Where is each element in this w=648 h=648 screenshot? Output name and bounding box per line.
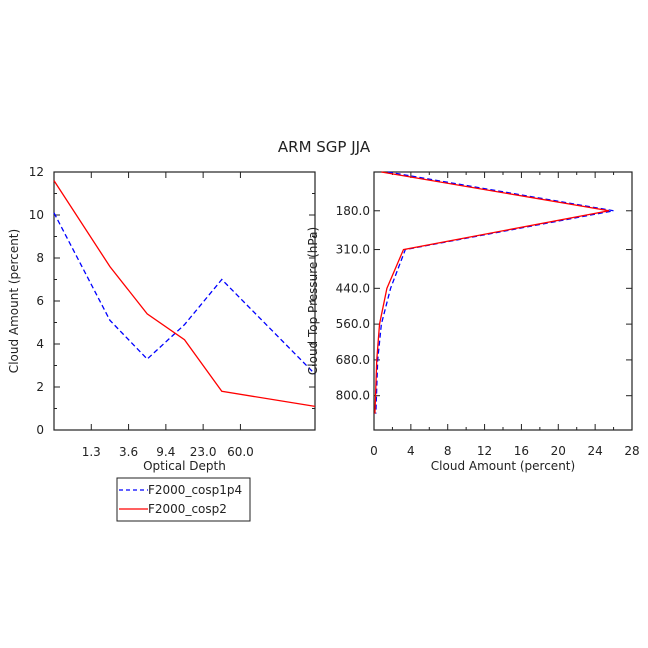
left-y-ticks: 0 2 4 6 8 10 12 <box>29 165 315 437</box>
left-x-tick-label: 9.4 <box>156 445 175 459</box>
right-series-line-1 <box>374 171 610 414</box>
left-x-tick-label: 23.0 <box>190 445 217 459</box>
right-y-ticks: 180.0 310.0 440.0 560.0 680.0 800.0 <box>336 204 632 403</box>
left-y-tick-label: 2 <box>36 380 44 394</box>
left-x-tick-label: 60.0 <box>227 445 254 459</box>
legend: F2000_cosp1p4 F2000_cosp2 <box>116 477 251 522</box>
right-x-tick-label: 8 <box>444 444 452 458</box>
right-x-tick-label: 12 <box>477 444 492 458</box>
left-plot-frame <box>53 171 316 431</box>
right-y-tick-label: 180.0 <box>336 204 370 218</box>
right-x-tick-label: 20 <box>551 444 566 458</box>
left-y-tick-label: 12 <box>29 165 44 179</box>
right-y-tick-label: 440.0 <box>336 281 370 295</box>
optical-depth-panel: 1.3 3.6 9.4 23.0 60.0 0 2 4 6 8 10 12 Optical Dept… <box>7 165 316 473</box>
right-y-tick-label: 680.0 <box>336 353 370 367</box>
right-series-line-0 <box>375 171 614 414</box>
right-y-tick-label: 560.0 <box>336 317 370 331</box>
legend-label-cosp2: F2000_cosp2 <box>148 502 227 516</box>
left-x-tick-label: 1.3 <box>82 445 101 459</box>
left-series-line-1 <box>53 180 316 407</box>
left-x-ticks: 1.3 3.6 9.4 23.0 60.0 <box>53 172 316 459</box>
right-y-axis-label: Cloud Top Pressure (hPa) <box>306 227 320 375</box>
left-y-tick-label: 4 <box>36 337 44 351</box>
left-x-axis-label: Optical Depth <box>143 459 226 473</box>
left-y-tick-label: 6 <box>36 294 44 308</box>
left-x-tick-label: 3.6 <box>119 445 138 459</box>
right-x-tick-label: 16 <box>514 444 529 458</box>
right-plot-frame <box>373 171 633 431</box>
left-series-line-0 <box>53 212 316 375</box>
right-x-ticks: 0 4 8 12 16 20 24 28 <box>370 172 640 458</box>
right-x-tick-label: 4 <box>407 444 415 458</box>
right-x-tick-label: 0 <box>370 444 378 458</box>
right-x-axis-label: Cloud Amount (percent) <box>431 459 575 473</box>
right-x-tick-label: 24 <box>588 444 603 458</box>
right-series-group <box>374 171 614 414</box>
left-y-tick-label: 0 <box>36 423 44 437</box>
legend-box <box>116 477 251 522</box>
chart-title: ARM SGP JJA <box>278 138 371 156</box>
left-y-axis-label: Cloud Amount (percent) <box>7 229 21 373</box>
cloud-top-pressure-panel: 0 4 8 12 16 20 24 28 180.0 310.0 440.0 560.0 680.0 8… <box>306 171 640 473</box>
right-x-tick-label: 28 <box>624 444 639 458</box>
left-y-tick-label: 10 <box>29 208 44 222</box>
left-series-group <box>53 180 316 407</box>
legend-label-cosp1p4: F2000_cosp1p4 <box>148 483 242 497</box>
right-y-tick-label: 310.0 <box>336 243 370 257</box>
right-y-tick-label: 800.0 <box>336 389 370 403</box>
left-y-tick-label: 8 <box>36 251 44 265</box>
